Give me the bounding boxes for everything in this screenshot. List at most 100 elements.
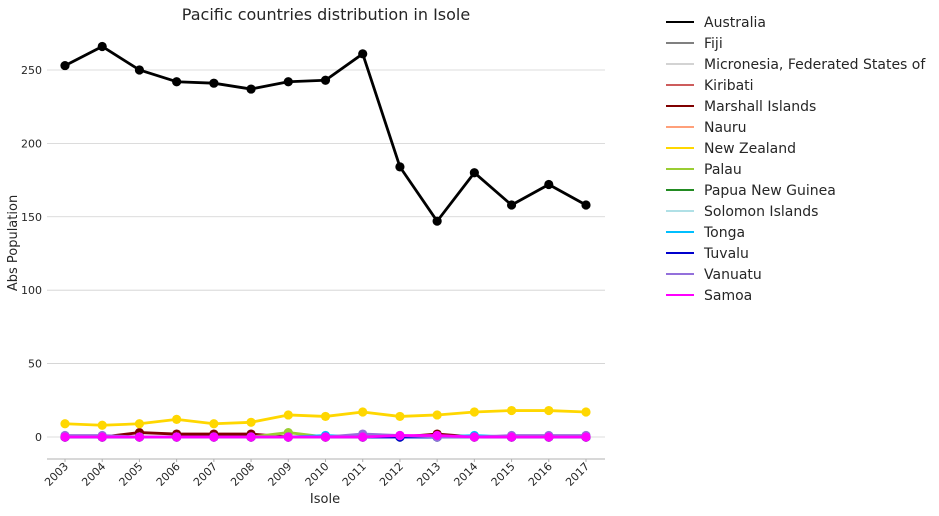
data-point: [134, 419, 145, 429]
data-point: [432, 410, 442, 420]
x-tick-label: 2005: [117, 460, 146, 489]
legend: Australia Fiji Micronesia, Federated State…: [666, 15, 926, 304]
x-tick-label: 2008: [228, 460, 257, 489]
data-point: [395, 411, 405, 422]
x-tick-label: 2009: [265, 460, 294, 489]
x-tick-label: 2006: [154, 460, 183, 489]
series-samoa: [60, 430, 591, 442]
legend-label: Tonga: [703, 225, 745, 241]
legend-item: Vanuatu: [666, 267, 762, 283]
legend-item: Palau: [666, 162, 742, 178]
data-point: [97, 41, 107, 52]
data-point: [246, 84, 256, 94]
data-point: [358, 49, 368, 59]
legend-item: Tonga: [666, 225, 745, 241]
legend-label: Marshall Islands: [704, 99, 816, 115]
legend-item: Australia: [666, 15, 766, 31]
data-point: [60, 419, 70, 429]
data-point: [172, 432, 182, 442]
data-point: [209, 419, 219, 429]
data-point: [469, 432, 479, 442]
data-point: [134, 65, 145, 75]
legend-item: Samoa: [666, 288, 752, 304]
legend-label: Micronesia, Federated States of: [704, 57, 926, 73]
data-point: [60, 432, 70, 442]
legend-label: Australia: [704, 15, 766, 31]
data-point: [506, 200, 517, 210]
x-tick-label: 2004: [79, 460, 108, 489]
data-point: [172, 414, 182, 424]
legend-label: Solomon Islands: [704, 204, 818, 220]
legend-item: Micronesia, Federated States of: [666, 57, 926, 73]
x-tick-label: 2007: [191, 460, 220, 489]
x-tick-label: 2014: [451, 460, 480, 489]
data-point: [358, 407, 368, 417]
legend-label: Fiji: [704, 36, 723, 52]
x-tick-label: 2003: [42, 460, 71, 489]
data-point: [320, 75, 331, 85]
y-tick-label: 0: [35, 431, 42, 444]
legend-label: Palau: [704, 162, 742, 178]
data-point: [358, 432, 368, 442]
series-lines: [60, 41, 591, 442]
data-point: [581, 407, 591, 417]
legend-item: Nauru: [666, 120, 747, 136]
legend-item: Kiribati: [666, 78, 754, 94]
legend-item: Tuvalu: [666, 246, 749, 262]
y-tick-label: 250: [21, 64, 42, 77]
legend-label: Nauru: [704, 120, 747, 136]
y-tick-label: 150: [21, 211, 42, 224]
legend-item: New Zealand: [666, 141, 796, 157]
legend-label: Tuvalu: [703, 246, 749, 262]
data-point: [506, 432, 517, 442]
x-tick-label: 2017: [563, 460, 592, 489]
data-point: [246, 417, 256, 427]
data-point: [432, 430, 442, 441]
data-point: [506, 405, 517, 416]
data-point: [97, 432, 107, 442]
data-point: [283, 432, 293, 442]
x-tick-label: 2013: [414, 460, 443, 489]
data-point: [134, 432, 145, 442]
data-point: [581, 432, 591, 442]
x-tick-label: 2015: [489, 460, 518, 489]
legend-item: Fiji: [666, 36, 723, 52]
x-tick-label: 2011: [340, 460, 369, 489]
data-point: [60, 60, 70, 71]
y-tick-label: 50: [28, 358, 42, 371]
legend-item: Papua New Guinea: [666, 183, 836, 199]
data-point: [283, 77, 293, 87]
data-point: [209, 78, 219, 88]
series-line: [64, 45, 587, 223]
x-tick-label: 2016: [526, 460, 555, 489]
data-point: [395, 162, 405, 172]
data-point: [581, 200, 591, 210]
data-point: [172, 77, 182, 87]
chart-title: Pacific countries distribution in Isole: [182, 5, 470, 24]
data-point: [246, 432, 256, 442]
data-point: [544, 405, 554, 416]
legend-item: Solomon Islands: [666, 204, 818, 220]
y-axis-label: Abs Population: [6, 195, 21, 291]
data-point: [283, 410, 293, 420]
data-point: [469, 407, 479, 417]
x-tick-label: 2010: [303, 460, 332, 489]
y-tick-label: 100: [21, 284, 42, 297]
data-point: [469, 168, 479, 178]
legend-label: Kiribati: [704, 78, 754, 94]
x-axis-label: Isole: [310, 492, 340, 507]
gridlines: [47, 69, 605, 438]
data-point: [320, 432, 331, 442]
data-point: [544, 179, 554, 190]
legend-label: New Zealand: [704, 141, 796, 157]
y-tick-label: 200: [21, 137, 42, 150]
legend-label: Samoa: [704, 288, 752, 304]
series-australia: [60, 41, 591, 226]
x-tick-label: 2012: [377, 460, 406, 489]
data-point: [544, 432, 554, 442]
legend-label: Vanuatu: [704, 267, 762, 283]
legend-label: Papua New Guinea: [704, 183, 836, 199]
data-point: [320, 411, 331, 422]
